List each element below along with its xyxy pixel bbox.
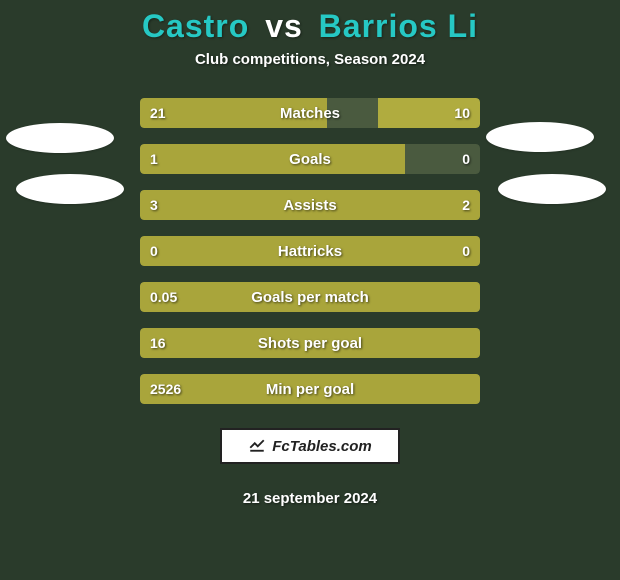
subtitle-text: Club competitions, Season 2024 [0,51,620,68]
decorative-ellipse [6,123,114,153]
decorative-ellipse [16,174,124,204]
stat-row: 10Goals [140,144,480,174]
chart-icon [248,435,266,457]
infographic-container: Castro vs Barrios Li Club competitions, … [0,0,620,580]
stat-row: 2526Min per goal [140,374,480,404]
stat-label: Goals [140,144,480,174]
stat-row: 00Hattricks [140,236,480,266]
badge-text: FcTables.com [272,438,371,455]
stat-row: 2110Matches [140,98,480,128]
stat-label: Min per goal [140,374,480,404]
player1-name: Castro [142,8,249,44]
stat-row: 0.05Goals per match [140,282,480,312]
decorative-ellipse [486,122,594,152]
stat-label: Shots per goal [140,328,480,358]
footer-date: 21 september 2024 [0,490,620,507]
decorative-ellipse [498,174,606,204]
player2-name: Barrios Li [319,8,478,44]
stat-row: 32Assists [140,190,480,220]
stat-label: Hattricks [140,236,480,266]
stat-rows: 2110Matches 10Goals 32Assists 00Hattricks 0.… [140,98,480,404]
vs-text: vs [265,8,303,44]
stat-label: Goals per match [140,282,480,312]
comparison-title: Castro vs Barrios Li [0,8,620,45]
source-badge: FcTables.com [220,428,400,464]
stat-row: 16Shots per goal [140,328,480,358]
stat-label: Assists [140,190,480,220]
stat-label: Matches [140,98,480,128]
